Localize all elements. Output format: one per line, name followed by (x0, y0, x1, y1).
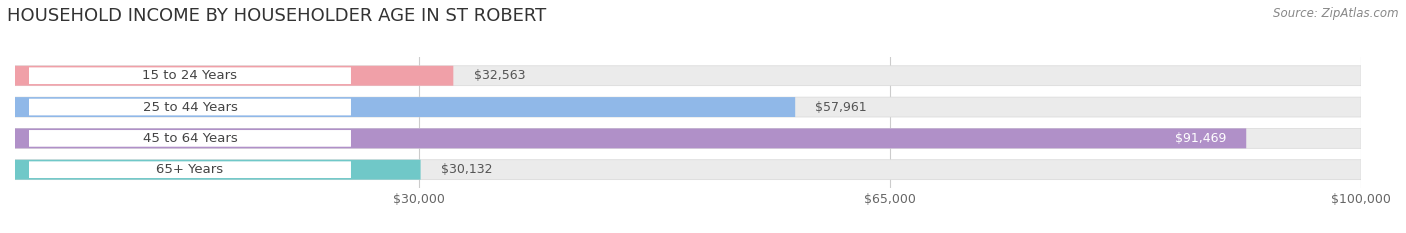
FancyBboxPatch shape (30, 161, 352, 178)
Text: $32,563: $32,563 (474, 69, 524, 82)
FancyBboxPatch shape (15, 128, 1246, 148)
Text: HOUSEHOLD INCOME BY HOUSEHOLDER AGE IN ST ROBERT: HOUSEHOLD INCOME BY HOUSEHOLDER AGE IN S… (7, 7, 547, 25)
FancyBboxPatch shape (15, 66, 1361, 86)
FancyBboxPatch shape (15, 97, 796, 117)
Text: 15 to 24 Years: 15 to 24 Years (142, 69, 238, 82)
Text: $30,132: $30,132 (441, 163, 492, 176)
FancyBboxPatch shape (15, 160, 420, 180)
Text: 65+ Years: 65+ Years (156, 163, 224, 176)
Text: Source: ZipAtlas.com: Source: ZipAtlas.com (1274, 7, 1399, 20)
Text: 45 to 64 Years: 45 to 64 Years (142, 132, 238, 145)
FancyBboxPatch shape (15, 128, 1361, 148)
FancyBboxPatch shape (15, 97, 1361, 117)
FancyBboxPatch shape (30, 67, 352, 84)
FancyBboxPatch shape (15, 66, 453, 86)
FancyBboxPatch shape (30, 130, 352, 147)
Text: $57,961: $57,961 (815, 101, 868, 113)
Text: $91,469: $91,469 (1174, 132, 1226, 145)
Text: 25 to 44 Years: 25 to 44 Years (142, 101, 238, 113)
FancyBboxPatch shape (30, 99, 352, 115)
FancyBboxPatch shape (15, 160, 1361, 180)
